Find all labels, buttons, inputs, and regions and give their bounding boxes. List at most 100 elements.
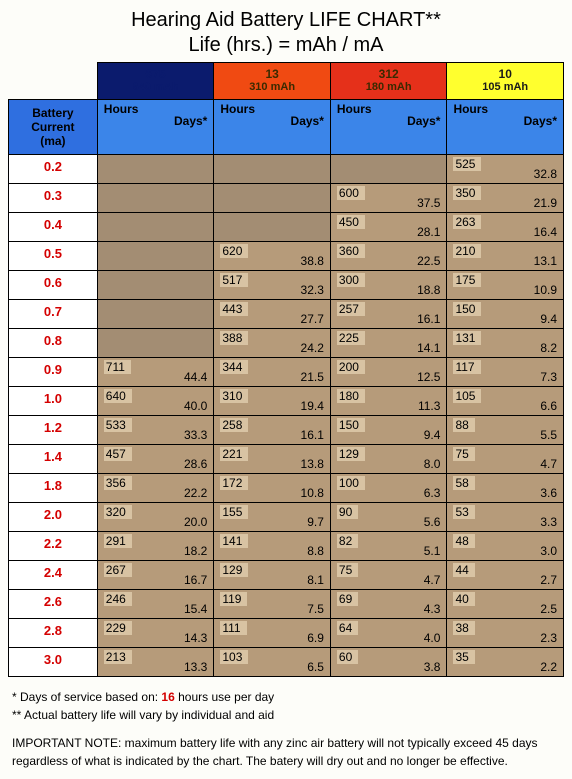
days-value: 8.2 (540, 341, 557, 355)
data-cell-10: 263 16.4 (447, 212, 564, 241)
hours-value: 450 (337, 215, 365, 229)
subheader-10: HoursDays* (447, 99, 564, 154)
hours-value: 213 (104, 650, 132, 664)
days-value: 3.6 (540, 486, 557, 500)
data-cell-10: 583.6 (447, 473, 564, 502)
hours-value: 141 (220, 534, 248, 548)
corner-blank (9, 63, 98, 100)
days-value: 22.5 (417, 254, 440, 268)
data-cell-13: 1197.5 (214, 589, 331, 618)
days-value: 2.3 (540, 631, 557, 645)
hours-value: 711 (104, 360, 131, 374)
data-cell-312: 180 11.3 (330, 386, 447, 415)
table-row: 0.4 450 28.1 263 16.4 (9, 212, 564, 241)
hours-value: 103 (220, 650, 248, 664)
table-row: 1.253333.325816.11509.4885.5 (9, 415, 564, 444)
days-value: 16.1 (301, 428, 324, 442)
hours-value: 150 (337, 418, 365, 432)
data-cell-10: 105 6.6 (447, 386, 564, 415)
footnote-days: * Days of service based on: 16 hours use… (12, 689, 560, 705)
hours-value: 75 (337, 563, 358, 577)
hours-value: 64 (337, 621, 358, 635)
hours-value: 150 (453, 302, 481, 316)
data-cell-675 (97, 299, 214, 328)
current-cell: 1.8 (9, 473, 98, 502)
days-value: 5.6 (424, 515, 441, 529)
days-value: 10.8 (301, 486, 324, 500)
days-value: 7.3 (540, 370, 557, 384)
hours-value: 620 (220, 244, 248, 258)
data-cell-10: 483.0 (447, 531, 564, 560)
days-value: 10.9 (534, 283, 557, 297)
days-value: 13.8 (301, 457, 324, 471)
days-value: 32.8 (534, 167, 557, 181)
table-row: 2.229118.21418.8825.1483.0 (9, 531, 564, 560)
days-value: 7.5 (307, 602, 324, 616)
table-row: 0.838824.222514.11318.2 (9, 328, 564, 357)
data-cell-10: 382.3 (447, 618, 564, 647)
hours-value: 88 (453, 418, 474, 432)
days-value: 14.1 (417, 341, 440, 355)
days-value: 3.3 (540, 515, 557, 529)
data-cell-312: 225 14.1 (330, 328, 447, 357)
current-cell: 0.2 (9, 154, 98, 183)
data-cell-10: 442.7 (447, 560, 564, 589)
days-value: 6.9 (307, 631, 324, 645)
hours-value: 75 (453, 447, 474, 461)
table-row: 0.562038.836022.521013.1 (9, 241, 564, 270)
current-cell: 2.0 (9, 502, 98, 531)
days-value: 11.3 (418, 399, 440, 413)
days-value: 19.4 (301, 399, 324, 413)
data-cell-312: 360 22.5 (330, 241, 447, 270)
hours-value: 350 (453, 186, 481, 200)
current-cell: 0.4 (9, 212, 98, 241)
hours-value: 360 (337, 244, 365, 258)
data-cell-312 (330, 154, 447, 183)
hours-value: 388 (220, 331, 248, 345)
current-cell: 2.6 (9, 589, 98, 618)
data-cell-10: 210 13.1 (447, 241, 564, 270)
days-value: 8.8 (307, 544, 324, 558)
hours-value: 356 (104, 476, 132, 490)
days-value: 28.1 (417, 225, 440, 239)
hours-value: 517 (220, 273, 248, 287)
hours-value: 263 (453, 215, 481, 229)
days-value: 40.0 (184, 399, 207, 413)
days-value: 33.3 (184, 428, 207, 442)
footnote-actual: ** Actual battery life will vary by indi… (12, 707, 560, 723)
hours-value: 105 (453, 389, 481, 403)
data-cell-10: 35021.9 (447, 183, 564, 212)
days-value: 6.6 (540, 399, 557, 413)
data-cell-13: 1298.1 (214, 560, 331, 589)
title-line2: Life (hrs.) = mAh / mA (188, 34, 383, 56)
hours-value: 225 (337, 331, 365, 345)
hours-value: 48 (453, 534, 474, 548)
hours-value: 172 (220, 476, 248, 490)
days-value: 4.3 (424, 602, 441, 616)
table-row: 2.032020.01559.7905.6533.3 (9, 502, 564, 531)
data-cell-675 (97, 270, 214, 299)
days-value: 13.1 (534, 254, 557, 268)
hours-value: 443 (220, 302, 248, 316)
data-cell-675: 21313.3 (97, 647, 214, 676)
hours-value: 640 (104, 389, 132, 403)
data-cell-675: 22914.3 (97, 618, 214, 647)
hours-value: 117 (453, 360, 480, 374)
data-cell-312: 1006.3 (330, 473, 447, 502)
data-cell-675 (97, 328, 214, 357)
days-value: 22.2 (184, 486, 207, 500)
data-cell-675 (97, 154, 214, 183)
data-cell-675: 640 40.0 (97, 386, 214, 415)
days-value: 16.4 (534, 225, 557, 239)
data-cell-10: 117 7.3 (447, 357, 564, 386)
hours-value: 210 (453, 244, 481, 258)
hours-value: 58 (453, 476, 474, 490)
days-value: 4.7 (540, 457, 557, 471)
hours-value: 180 (337, 389, 365, 403)
days-value: 12.5 (417, 370, 440, 384)
hours-value: 129 (220, 563, 248, 577)
current-cell: 2.8 (9, 618, 98, 647)
table-row: 0.252532.8 (9, 154, 564, 183)
days-value: 28.6 (184, 457, 207, 471)
days-value: 21.5 (301, 370, 324, 384)
